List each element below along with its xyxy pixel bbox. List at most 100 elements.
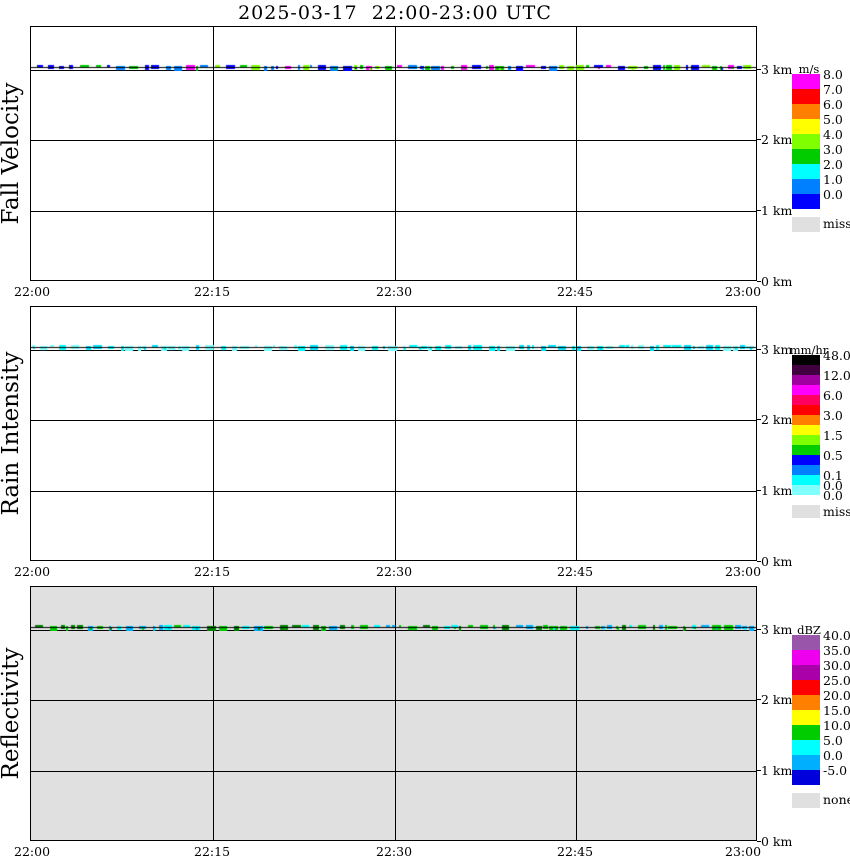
- x-axis-tick-label: 23:00: [725, 564, 762, 579]
- gridline-vertical: [213, 27, 214, 280]
- colorbar-missing-swatch: [792, 793, 820, 808]
- y-axis-label-rain-intensity: Rain Intensity: [0, 351, 24, 516]
- colorbar-swatch: [792, 179, 820, 194]
- colorbar-swatch: [792, 650, 820, 665]
- colorbar-swatch: [792, 665, 820, 680]
- colorbar-tick-label: 35.0: [823, 643, 850, 658]
- gridline-vertical: [395, 587, 396, 840]
- colorbar-tick-label: 12.0: [823, 368, 850, 383]
- colorbar-tick-label: 5.0: [823, 733, 843, 748]
- y-axis-tick-label: 3 km: [761, 622, 793, 637]
- colorbar-tick-label: 0.5: [823, 448, 843, 463]
- colorbar-swatch: [792, 194, 820, 209]
- colorbar-tick-label: 48.0: [823, 348, 850, 363]
- y-axis-tick-label: 1 km: [761, 203, 793, 218]
- y-axis-tick-label: 3 km: [761, 342, 793, 357]
- colorbar-swatch: [792, 680, 820, 695]
- y-axis-tick-mark: [757, 490, 761, 491]
- colorbar-gradient: [792, 74, 820, 209]
- y-axis-tick-label: 0 km: [761, 554, 793, 569]
- gridline-horizontal: [31, 140, 756, 141]
- colorbar-tick-label: 5.0: [823, 112, 843, 127]
- gridline-vertical: [213, 307, 214, 560]
- y-axis-tick-mark: [757, 349, 761, 350]
- data-series-layer: [31, 624, 756, 631]
- colorbar-tick-label: 0.0: [823, 187, 843, 202]
- colorbar-swatch: [792, 635, 820, 650]
- colorbar-tick-label: 1.0: [823, 172, 843, 187]
- gridline-vertical: [576, 27, 577, 280]
- plot-area-fall-velocity[interactable]: [30, 26, 757, 281]
- gridline-vertical: [576, 587, 577, 840]
- colorbar-swatch: [792, 475, 820, 485]
- colorbar-swatch: [792, 740, 820, 755]
- colorbar-missing-swatch: [792, 217, 820, 232]
- colorbar-missing-swatch: [792, 505, 820, 518]
- colorbar-swatch: [792, 695, 820, 710]
- colorbar-tick-label: 0.0: [823, 748, 843, 763]
- colorbar-swatch: [792, 164, 820, 179]
- colorbar-tick-label: 1.5: [823, 428, 843, 443]
- y-axis-tick-mark: [757, 770, 761, 771]
- colorbar-tick-label: 10.0: [823, 718, 850, 733]
- x-axis-tick-label: 22:15: [194, 284, 231, 299]
- colorbar-tick-label: 25.0: [823, 673, 850, 688]
- colorbar-units-label: m/s: [798, 62, 820, 76]
- colorbar-gradient: [792, 355, 820, 495]
- colorbar-missing-label: miss: [823, 216, 850, 231]
- y-axis-tick-label: 1 km: [761, 763, 793, 778]
- y-axis-tick-mark: [757, 561, 761, 562]
- colorbar-missing-label: none: [823, 792, 850, 807]
- colorbar-swatch: [792, 395, 820, 405]
- gridline-vertical: [576, 307, 577, 560]
- colorbar-swatch: [792, 375, 820, 385]
- colorbar-swatch: [792, 385, 820, 395]
- y-axis-label-fall-velocity: Fall Velocity: [0, 82, 24, 225]
- gridline-horizontal: [31, 771, 756, 772]
- y-axis-tick-mark: [757, 841, 761, 842]
- x-axis-tick-label: 22:30: [376, 564, 413, 579]
- colorbar-swatch: [792, 445, 820, 455]
- x-axis-tick-label: 22:00: [14, 844, 51, 859]
- x-axis-tick-label: 22:45: [557, 564, 594, 579]
- plot-area-reflectivity[interactable]: [30, 586, 757, 841]
- y-axis-tick-mark: [757, 139, 761, 140]
- gridline-horizontal: [31, 700, 756, 701]
- colorbar-tick-label: 0.0: [823, 478, 843, 493]
- x-axis-tick-label: 22:00: [14, 564, 51, 579]
- colorbar-tick-label: 6.0: [823, 388, 843, 403]
- colorbar-swatch: [792, 355, 820, 365]
- gridline-horizontal: [31, 211, 756, 212]
- colorbar-swatch: [792, 104, 820, 119]
- plot-area-rain-intensity[interactable]: [30, 306, 757, 561]
- x-axis-tick-label: 22:15: [194, 844, 231, 859]
- colorbar-swatch: [792, 755, 820, 770]
- colorbar-swatch: [792, 465, 820, 475]
- colorbar-swatch: [792, 89, 820, 104]
- y-axis-tick-label: 0 km: [761, 274, 793, 289]
- colorbar-swatch: [792, 134, 820, 149]
- colorbar-swatch: [792, 405, 820, 415]
- colorbar-units-label: dBZ: [797, 623, 821, 637]
- colorbar-swatch: [792, 425, 820, 435]
- y-axis-tick-mark: [757, 629, 761, 630]
- colorbar-tick-label: 6.0: [823, 97, 843, 112]
- y-axis-tick-label: 3 km: [761, 62, 793, 77]
- y-axis-tick-label: 2 km: [761, 692, 793, 707]
- colorbar-tick-label: 4.0: [823, 127, 843, 142]
- data-series-layer: [31, 344, 756, 351]
- colorbar-swatch: [792, 710, 820, 725]
- colorbar-units-label: mm/hr: [789, 343, 829, 357]
- y-axis-tick-mark: [757, 419, 761, 420]
- colorbar-swatch: [792, 74, 820, 89]
- colorbar-tick-label: 8.0: [823, 67, 843, 82]
- colorbar-missing-label: miss: [823, 504, 850, 519]
- colorbar-swatch: [792, 485, 820, 495]
- gridline-vertical: [213, 587, 214, 840]
- colorbar-gradient: [792, 635, 820, 785]
- data-series-layer: [31, 64, 756, 71]
- x-axis-tick-label: 23:00: [725, 844, 762, 859]
- gridline-vertical: [395, 27, 396, 280]
- colorbar-tick-label: 7.0: [823, 82, 843, 97]
